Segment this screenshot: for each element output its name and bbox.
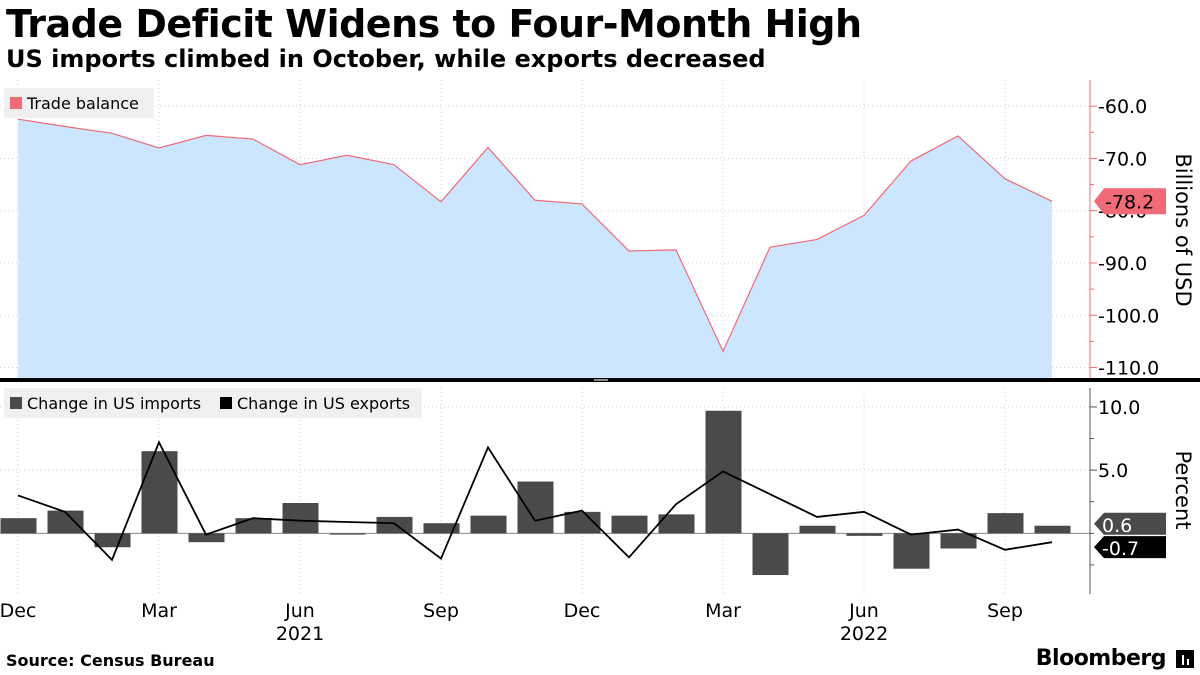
imports-bar [611,515,648,534]
trade-balance-last-value-flag [1094,188,1166,215]
chart-title: Trade Deficit Widens to Four-Month High [6,2,862,46]
trade-balance-legend-swatch [10,97,22,109]
brand-logo-text: Bloomberg [1035,646,1167,671]
bottom-y-tick-label: 10.0 [1098,397,1140,419]
x-tick-label: Sep [987,600,1023,622]
source-note: Source: Census Bureau [6,651,215,670]
imports-bar [282,503,319,534]
trade-balance-area [18,119,1052,379]
imports-bar [376,516,413,534]
imports-bar [987,513,1024,534]
top-legend-box [4,88,154,118]
imports-bar [470,515,507,534]
imports-bar [564,511,601,534]
imports-bar [141,451,178,534]
bottom-y-tick-label: 5.0 [1098,460,1128,482]
imports-bar [517,481,554,534]
x-tick-label: Mar [705,600,741,622]
exports-last-value-flag [1094,536,1166,559]
top-y-tick-label: -100.0 [1098,305,1159,327]
top-y-tick-label: -110.0 [1098,358,1159,380]
x-year-label: 2022 [840,623,888,645]
top-y-axis-title: Billions of USD [1171,153,1195,306]
imports-bar [0,518,37,534]
x-year-label: 2021 [276,623,324,645]
x-tick-label: Jun [284,600,315,622]
imports-bar [752,533,789,576]
panel-divider-handle [594,379,608,381]
trade-balance-line [17,118,1053,353]
imports-last-value-flag [1094,512,1166,535]
imports-bar [423,523,460,534]
bottom-legend-box [4,388,422,418]
chart-subtitle: US imports climbed in October, while exp… [6,45,766,73]
x-tick-label: Sep [423,600,459,622]
imports-bar [893,533,930,569]
bloomberg-logo-icon [1176,650,1194,668]
trade-balance-last-value-label: -78.2 [1105,191,1154,213]
imports-last-value-label: 0.6 [1102,515,1132,537]
x-tick-label: Jun [848,600,879,622]
imports-bar [47,510,84,534]
imports-bar [799,525,836,534]
imports-bar [1034,525,1071,534]
bottom-y-axis-title: Percent [1171,450,1195,529]
x-tick-label: Dec [564,600,601,622]
top-y-tick-label: -70.0 [1098,148,1147,170]
trade-balance-legend-label: Trade balance [26,94,139,113]
imports-bar [940,533,977,549]
imports-legend-label: Change in US imports [27,394,201,413]
imports-bar [94,533,131,548]
x-tick-label: Mar [141,600,177,622]
imports-bar [846,533,883,536]
exports-legend-swatch [220,397,232,409]
imports-bar [188,533,225,543]
imports-bar [235,518,272,534]
imports-bar [329,533,366,535]
exports-last-value-label: -0.7 [1102,538,1139,560]
exports-line [17,440,1053,562]
imports-legend-swatch [10,397,22,409]
top-y-tick-label: -90.0 [1098,253,1147,275]
x-tick-label: Dec [0,600,36,622]
imports-bar [658,514,695,534]
top-y-tick-label: -60.0 [1098,96,1147,118]
exports-legend-label: Change in US exports [237,394,410,413]
